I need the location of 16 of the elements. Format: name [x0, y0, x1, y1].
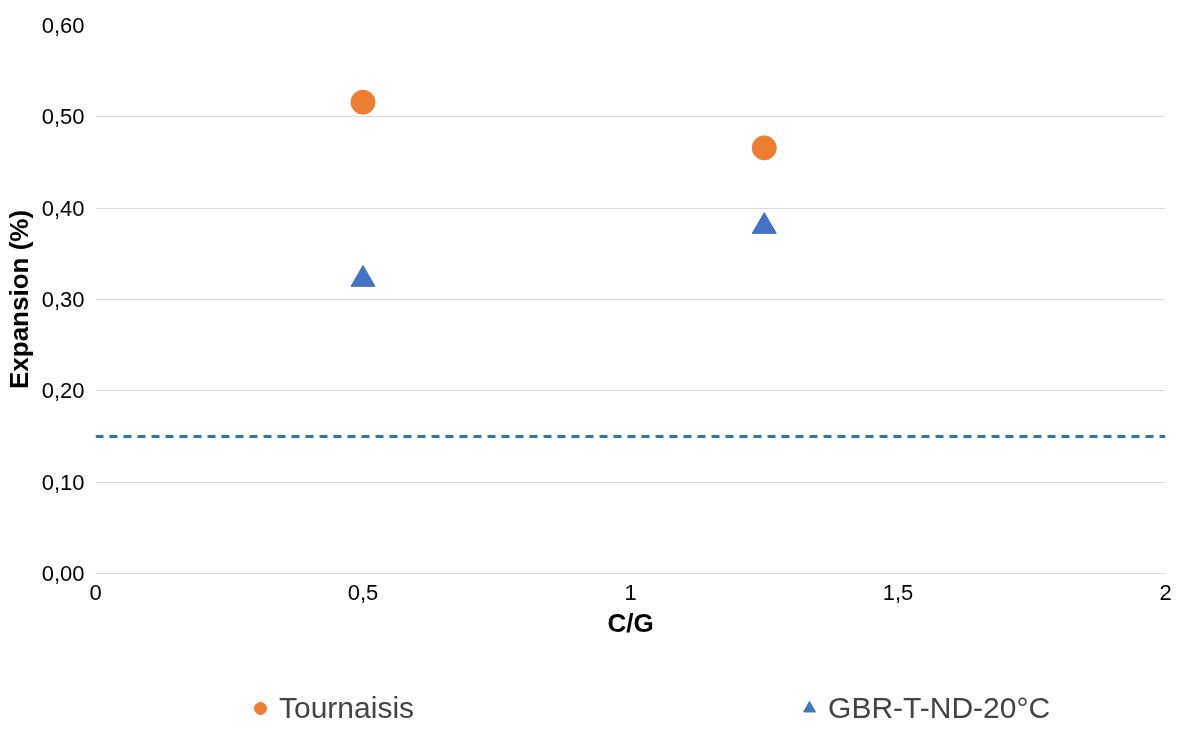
x-tick-label: 0,5	[347, 579, 379, 605]
y-tick-label: 0,50	[41, 104, 85, 130]
legend-label: GBR-T-ND-20°C	[828, 691, 1051, 725]
y-tick-label: 0,00	[41, 561, 85, 586]
y-axis-title: Expansion (%)	[3, 209, 34, 390]
x-axis-title: C/G	[607, 607, 654, 638]
y-tick-label: 0,60	[41, 13, 85, 38]
y-tick-label: 0,40	[41, 195, 85, 221]
y-tick-label: 0,20	[41, 378, 85, 404]
x-tick-label: 2	[1159, 579, 1172, 605]
legend-label: Tournaisis	[279, 691, 415, 725]
x-tick-label: 1,5	[882, 579, 914, 605]
x-tick-label: 0	[89, 579, 102, 605]
y-tick-label: 0,30	[41, 287, 85, 312]
x-tick-label: 1	[624, 579, 637, 605]
y-tick-label: 0,10	[41, 469, 85, 495]
